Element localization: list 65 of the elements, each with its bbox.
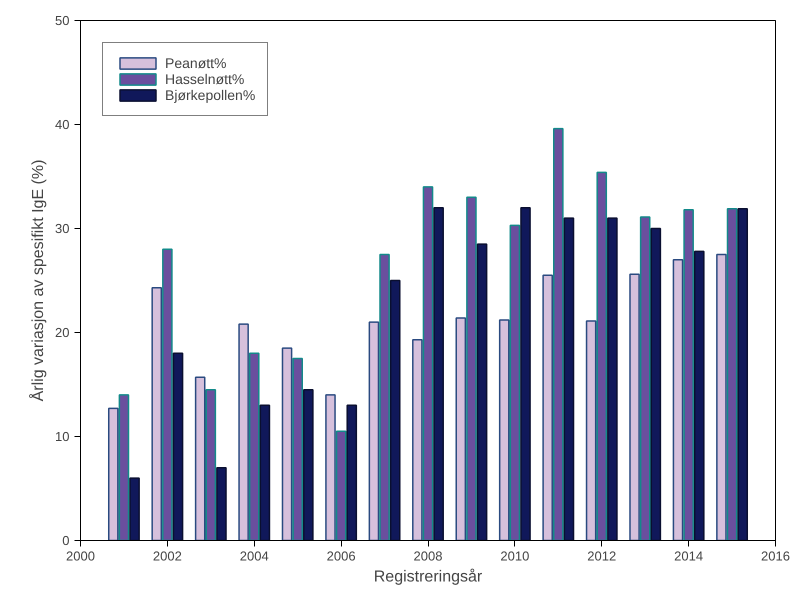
bar <box>118 394 130 540</box>
bar <box>716 254 727 540</box>
bar <box>433 206 444 540</box>
bar <box>336 430 346 540</box>
bar <box>260 404 270 540</box>
x-tick-label: 2006 <box>326 548 356 564</box>
y-tick-label: 20 <box>55 325 70 340</box>
bar <box>629 274 640 540</box>
bar <box>162 248 173 540</box>
y-tick-label: 30 <box>55 221 70 236</box>
x-tick-label: 2010 <box>500 548 530 564</box>
y-tick-label: 0 <box>62 533 70 548</box>
bar <box>379 254 390 540</box>
legend-label: Bjørkepollen% <box>165 87 256 103</box>
bar <box>282 347 292 540</box>
bar <box>498 319 510 540</box>
x-tick-label: 2004 <box>240 548 269 564</box>
bar <box>248 352 260 540</box>
bar <box>683 209 694 540</box>
x-tick-label: 2014 <box>674 548 704 564</box>
x-tick-label: 2008 <box>414 548 442 564</box>
legend-label: Hasselnøtt% <box>165 71 244 87</box>
y-tick-label: 40 <box>55 117 70 132</box>
bar <box>206 388 216 540</box>
bar <box>346 404 358 540</box>
bar <box>520 206 531 540</box>
bar <box>726 208 738 540</box>
bar <box>553 128 564 540</box>
bar <box>292 358 303 540</box>
bar <box>129 477 140 540</box>
bar <box>737 208 748 540</box>
bar <box>368 321 380 540</box>
bar <box>694 250 705 540</box>
bar <box>238 323 249 540</box>
bar <box>607 217 618 540</box>
x-tick-label: 2002 <box>152 548 182 564</box>
bar <box>303 388 314 540</box>
legend-label: Peanøtt% <box>165 55 226 71</box>
bar <box>586 320 596 540</box>
y-tick-label: 50 <box>55 13 70 28</box>
bar <box>672 258 684 540</box>
bar <box>596 172 608 540</box>
bar <box>455 317 466 540</box>
y-axis-title: Årlig variasjon av spesifikt IgE (%) <box>29 160 48 402</box>
bar <box>564 217 574 540</box>
bar <box>510 224 520 540</box>
bar <box>108 408 119 540</box>
x-tick-label: 2000 <box>66 548 95 564</box>
bar <box>476 243 488 540</box>
x-tick-label: 2016 <box>761 548 790 564</box>
bar <box>412 339 423 540</box>
bar <box>172 352 184 540</box>
bar <box>325 394 336 540</box>
bar <box>216 466 227 540</box>
bar <box>542 274 553 540</box>
x-axis-title: Registreringsår <box>374 568 483 586</box>
x-tick-label: 2012 <box>587 548 616 564</box>
bar <box>422 186 434 540</box>
bar <box>640 216 650 540</box>
bar <box>390 280 401 540</box>
y-tick-label: 10 <box>55 429 70 444</box>
bar <box>151 287 162 540</box>
bar <box>650 228 662 540</box>
bar <box>194 376 206 540</box>
bar <box>466 196 477 540</box>
